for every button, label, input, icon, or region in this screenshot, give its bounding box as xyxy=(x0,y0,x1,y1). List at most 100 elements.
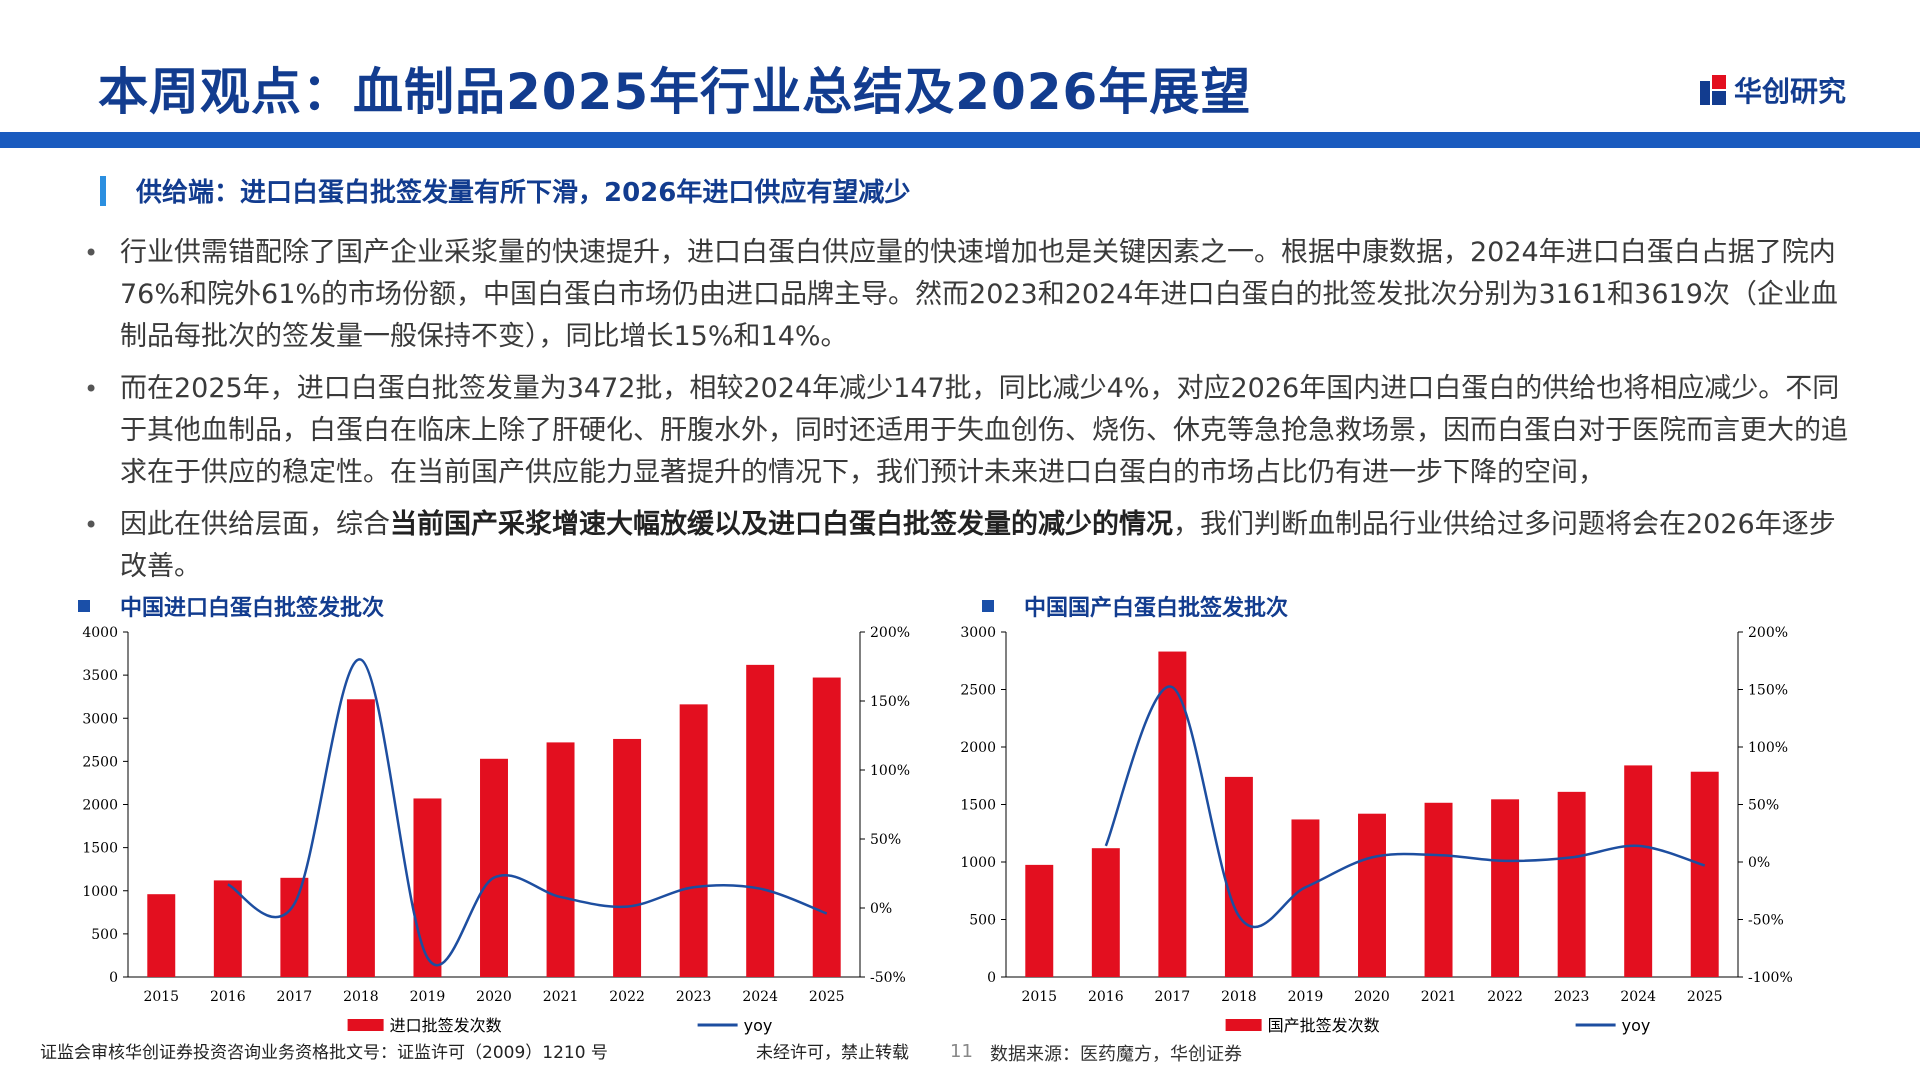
bullet-text: 而在2025年，进口白蛋白批签发量为3472批，相较2024年减少147批，同比… xyxy=(120,368,1850,494)
left-axis-tick-label: 2000 xyxy=(960,740,996,756)
page-title: 本周观点：血制品2025年行业总结及2026年展望 xyxy=(98,63,1252,121)
x-axis-tick-label: 2022 xyxy=(1487,989,1523,1005)
x-axis-tick-label: 2022 xyxy=(609,989,645,1005)
legend-label-line: yoy xyxy=(1622,1016,1651,1035)
right-axis-tick-label: -50% xyxy=(1748,913,1784,929)
right-axis-tick-label: 0% xyxy=(1748,855,1770,871)
section-heading-text: 供给端：进口白蛋白批签发量有所下滑，2026年进口供应有望减少 xyxy=(136,178,911,208)
bar-2018 xyxy=(346,699,375,977)
left-axis-tick-label: 2000 xyxy=(82,798,118,814)
bar-2024 xyxy=(746,664,775,977)
x-axis-tick-label: 2020 xyxy=(476,989,512,1005)
yoy-line xyxy=(227,658,828,967)
bar-2023 xyxy=(679,704,708,977)
left-axis-tick-label: 1000 xyxy=(82,884,118,900)
left-axis-tick-label: 0 xyxy=(987,970,996,986)
x-axis-tick-label: 2019 xyxy=(1288,989,1324,1005)
bar-2021 xyxy=(546,742,575,977)
bullet-dot-icon: • xyxy=(84,375,99,403)
chart-title-marker xyxy=(982,600,994,612)
bar-2024 xyxy=(1624,765,1653,977)
legend-label-bar: 国产批签发次数 xyxy=(1268,1016,1380,1035)
x-axis-tick-label: 2015 xyxy=(143,989,179,1005)
data-source: 数据来源：医药魔方，华创证券 xyxy=(990,1044,1242,1065)
right-axis-tick-label: 150% xyxy=(870,694,910,710)
left-axis-tick-label: 1000 xyxy=(960,855,996,871)
bullet-item: • 因此在供给层面，综合当前国产采浆增速大幅放缓以及进口白蛋白批签发量的减少的情况… xyxy=(80,504,1850,588)
x-axis-tick-label: 2021 xyxy=(1421,989,1457,1005)
bullet-dot-icon: • xyxy=(84,239,99,267)
section-heading: 供给端：进口白蛋白批签发量有所下滑，2026年进口供应有望减少 xyxy=(100,172,910,209)
x-axis-tick-label: 2024 xyxy=(1620,989,1656,1005)
header-divider xyxy=(0,132,1920,148)
legend-swatch-bar xyxy=(347,1019,384,1031)
bullet-segment: 行业供需错配除了国产企业采浆量的快速提升，进口白蛋白供应量的快速增加也是关键因素… xyxy=(120,237,1838,352)
right-axis-tick-label: 0% xyxy=(870,901,892,917)
bar-2017 xyxy=(1158,651,1187,977)
license-note: 证监会审核华创证券投资咨询业务资格批文号：证监许可（2009）1210 号 xyxy=(40,1043,608,1063)
left-axis-tick-label: 4000 xyxy=(82,625,118,641)
left-axis-tick-label: 2500 xyxy=(82,754,118,770)
right-axis-tick-label: 50% xyxy=(870,832,901,848)
right-axis-tick-label: 100% xyxy=(870,763,910,779)
bar-2020 xyxy=(480,758,508,977)
bar-2022 xyxy=(613,738,642,977)
legend-label-line: yoy xyxy=(744,1016,773,1035)
chart-title-domestic: 中国国产白蛋白批签发批次 xyxy=(982,590,1288,622)
bullet-dot-icon: • xyxy=(84,511,99,539)
x-axis-tick-label: 2015 xyxy=(1021,989,1057,1005)
logo-icon xyxy=(1700,75,1726,105)
bar-2023 xyxy=(1557,791,1586,977)
bar-2022 xyxy=(1491,799,1520,977)
legend-label-bar: 进口批签发次数 xyxy=(390,1016,502,1035)
copyright-notice: 未经许可，禁止转载 xyxy=(756,1043,909,1063)
chart-title-domestic-text: 中国国产白蛋白批签发批次 xyxy=(1024,596,1289,621)
bar-2016 xyxy=(1091,848,1120,977)
bar-2021 xyxy=(1424,802,1453,977)
bar-2025 xyxy=(1690,771,1719,977)
left-axis-tick-label: 1500 xyxy=(960,798,996,814)
bar-2018 xyxy=(1224,776,1253,977)
x-axis-tick-label: 2019 xyxy=(410,989,446,1005)
right-axis-tick-label: 200% xyxy=(870,625,910,641)
left-axis-tick-label: 3000 xyxy=(960,625,996,641)
bar-2019 xyxy=(1291,819,1320,977)
left-axis-tick-label: 2500 xyxy=(960,683,996,699)
bullet-item: • 行业供需错配除了国产企业采浆量的快速提升，进口白蛋白供应量的快速增加也是关键因… xyxy=(80,232,1850,358)
bar-2016 xyxy=(213,880,242,977)
right-axis-tick-label: 150% xyxy=(1748,683,1788,699)
bullet-emphasis: 当前国产采浆增速大幅放缓以及进口白蛋白批签发量的减少的情况 xyxy=(390,509,1173,540)
bar-2020 xyxy=(1358,813,1386,977)
chart-title-marker xyxy=(78,600,90,612)
x-axis-tick-label: 2025 xyxy=(809,989,845,1005)
x-axis-tick-label: 2018 xyxy=(1221,989,1257,1005)
left-axis-tick-label: 3500 xyxy=(82,668,118,684)
left-axis-tick-label: 0 xyxy=(109,970,118,986)
x-axis-tick-label: 2020 xyxy=(1354,989,1390,1005)
bullet-item: • 而在2025年，进口白蛋白批签发量为3472批，相较2024年减少147批，同… xyxy=(80,368,1850,494)
x-axis-tick-label: 2021 xyxy=(543,989,579,1005)
x-axis-tick-label: 2024 xyxy=(742,989,778,1005)
left-axis-tick-label: 3000 xyxy=(82,711,118,727)
right-axis-tick-label: 100% xyxy=(1748,740,1788,756)
bullet-segment: 而在2025年，进口白蛋白批签发量为3472批，相较2024年减少147批，同比… xyxy=(120,373,1848,488)
page-number: 11 xyxy=(950,1041,973,1062)
x-axis-tick-label: 2016 xyxy=(1088,989,1124,1005)
legend-swatch-bar xyxy=(1225,1019,1262,1031)
right-axis-tick-label: -100% xyxy=(1748,970,1793,986)
bar-2017 xyxy=(280,877,309,977)
heading-accent-bar xyxy=(100,175,106,206)
x-axis-tick-label: 2023 xyxy=(676,989,712,1005)
x-axis-tick-label: 2025 xyxy=(1687,989,1723,1005)
left-axis-tick-label: 1500 xyxy=(82,841,118,857)
left-axis-tick-label: 500 xyxy=(969,913,996,929)
x-axis-tick-label: 2023 xyxy=(1554,989,1590,1005)
right-axis-tick-label: -50% xyxy=(870,970,906,986)
bar-2019 xyxy=(413,798,442,977)
bullet-segment: ，我们判断血制品行业供给过多问题将会在2026年逐步改善。 xyxy=(120,509,1836,582)
brand-logo: 华创研究 xyxy=(1700,70,1846,110)
chart-title-import-text: 中国进口白蛋白批签发批次 xyxy=(120,596,385,621)
x-axis-tick-label: 2016 xyxy=(210,989,246,1005)
